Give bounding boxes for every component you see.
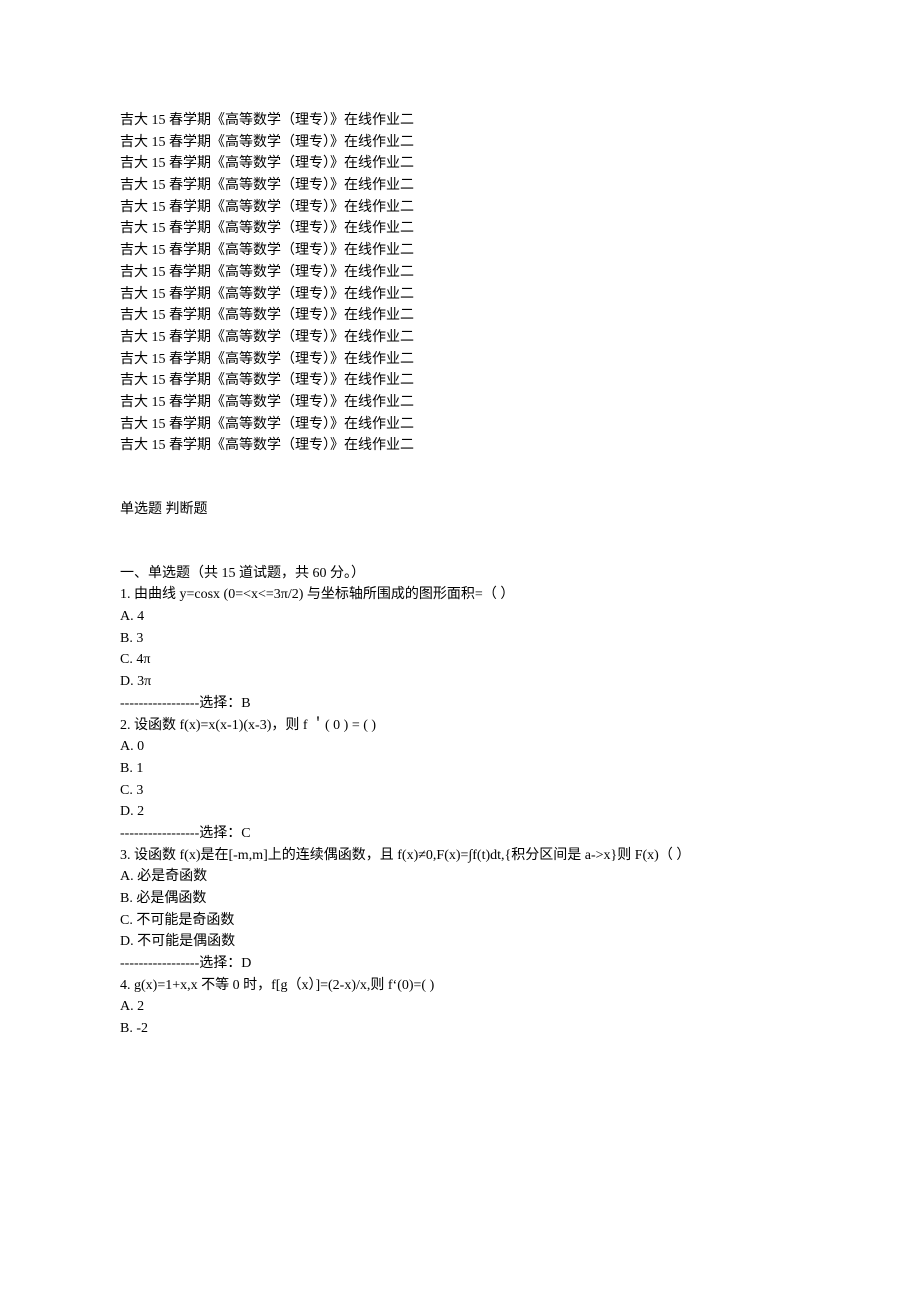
question-option: B. 1 — [120, 758, 800, 780]
question-option: A. 0 — [120, 736, 800, 758]
question-option: C. 不可能是奇函数 — [120, 910, 800, 932]
repeated-title-line: 吉大 15 春学期《高等数学（理专）》在线作业二 — [120, 370, 800, 392]
question-option: C. 3 — [120, 780, 800, 802]
question-answer: -----------------选择：B — [120, 693, 800, 715]
repeated-title-line: 吉大 15 春学期《高等数学（理专）》在线作业二 — [120, 349, 800, 371]
question-option: D. 3π — [120, 671, 800, 693]
question-option: D. 2 — [120, 801, 800, 823]
repeated-title-block: 吉大 15 春学期《高等数学（理专）》在线作业二吉大 15 春学期《高等数学（理… — [120, 110, 800, 457]
repeated-title-line: 吉大 15 春学期《高等数学（理专）》在线作业二 — [120, 435, 800, 457]
repeated-title-line: 吉大 15 春学期《高等数学（理专）》在线作业二 — [120, 392, 800, 414]
repeated-title-line: 吉大 15 春学期《高等数学（理专）》在线作业二 — [120, 327, 800, 349]
question-option: B. 必是偶函数 — [120, 888, 800, 910]
question-answer: -----------------选择：C — [120, 823, 800, 845]
repeated-title-line: 吉大 15 春学期《高等数学（理专）》在线作业二 — [120, 305, 800, 327]
question-option: D. 不可能是偶函数 — [120, 931, 800, 953]
repeated-title-line: 吉大 15 春学期《高等数学（理专）》在线作业二 — [120, 414, 800, 436]
question-option: C. 4π — [120, 649, 800, 671]
section-types-label: 单选题 判断题 — [120, 499, 800, 521]
repeated-title-line: 吉大 15 春学期《高等数学（理专）》在线作业二 — [120, 218, 800, 240]
repeated-title-line: 吉大 15 春学期《高等数学（理专）》在线作业二 — [120, 153, 800, 175]
question-option: B. 3 — [120, 628, 800, 650]
question-option: B. -2 — [120, 1018, 800, 1040]
question-stem: 3. 设函数 f(x)是在[-m,m]上的连续偶函数，且 f(x)≠0,F(x)… — [120, 845, 800, 867]
repeated-title-line: 吉大 15 春学期《高等数学（理专）》在线作业二 — [120, 175, 800, 197]
question-stem: 2. 设函数 f(x)=x(x-1)(x-3)，则 f ＇( 0 ) = ( ) — [120, 715, 800, 737]
question-answer: -----------------选择：D — [120, 953, 800, 975]
section-1-header: 一、单选题（共 15 道试题，共 60 分。） — [120, 563, 800, 585]
repeated-title-line: 吉大 15 春学期《高等数学（理专）》在线作业二 — [120, 197, 800, 219]
question-stem: 4. g(x)=1+x,x 不等 0 时，f[g（x）]=(2-x)/x,则 f… — [120, 975, 800, 997]
repeated-title-line: 吉大 15 春学期《高等数学（理专）》在线作业二 — [120, 240, 800, 262]
question-stem: 1. 由曲线 y=cosx (0=<x<=3π/2) 与坐标轴所围成的图形面积=… — [120, 584, 800, 606]
question-option: A. 必是奇函数 — [120, 866, 800, 888]
repeated-title-line: 吉大 15 春学期《高等数学（理专）》在线作业二 — [120, 132, 800, 154]
question-option: A. 2 — [120, 996, 800, 1018]
question-option: A. 4 — [120, 606, 800, 628]
single-choice-section: 一、单选题（共 15 道试题，共 60 分。） 1. 由曲线 y=cosx (0… — [120, 563, 800, 1040]
repeated-title-line: 吉大 15 春学期《高等数学（理专）》在线作业二 — [120, 262, 800, 284]
repeated-title-line: 吉大 15 春学期《高等数学（理专）》在线作业二 — [120, 110, 800, 132]
repeated-title-line: 吉大 15 春学期《高等数学（理专）》在线作业二 — [120, 284, 800, 306]
